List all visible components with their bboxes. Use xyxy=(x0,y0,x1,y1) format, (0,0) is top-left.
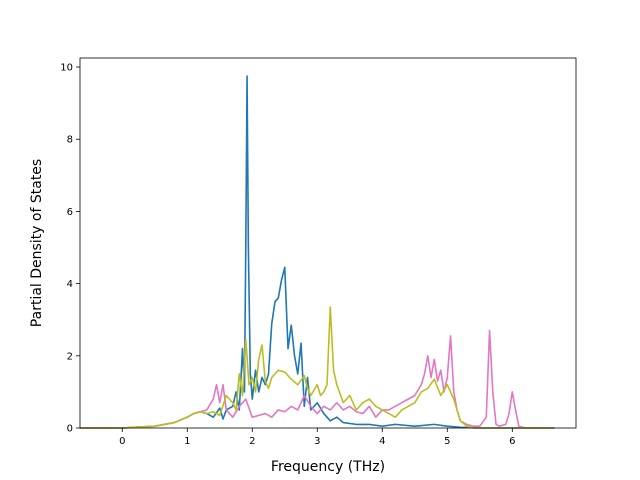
x-tick-label: 6 xyxy=(509,436,515,447)
y-tick-label: 8 xyxy=(67,135,73,146)
series-line-2 xyxy=(80,329,555,429)
y-axis-label: Partial Density of States xyxy=(29,159,45,327)
x-axis-label: Frequency (THz) xyxy=(271,459,385,475)
y-tick-label: 10 xyxy=(60,63,73,74)
x-tick-label: 0 xyxy=(119,436,125,447)
y-tick-label: 0 xyxy=(67,424,73,435)
x-tick-label: 2 xyxy=(249,436,255,447)
y-tick-label: 2 xyxy=(67,351,73,362)
series-layer xyxy=(80,75,555,429)
x-tick-label: 5 xyxy=(444,436,450,447)
x-tick-label: 3 xyxy=(314,436,320,447)
y-axis-ticks: 0 2 4 6 8 10 xyxy=(60,63,80,435)
series-line-1 xyxy=(80,75,555,429)
y-tick-label: 4 xyxy=(67,279,73,290)
x-axis-ticks: 0 1 2 3 4 5 6 xyxy=(119,428,515,447)
y-tick-label: 6 xyxy=(67,207,73,218)
x-tick-label: 1 xyxy=(184,436,190,447)
x-tick-label: 4 xyxy=(379,436,385,447)
plot-frame xyxy=(79,57,577,429)
series-line-3 xyxy=(80,306,555,429)
